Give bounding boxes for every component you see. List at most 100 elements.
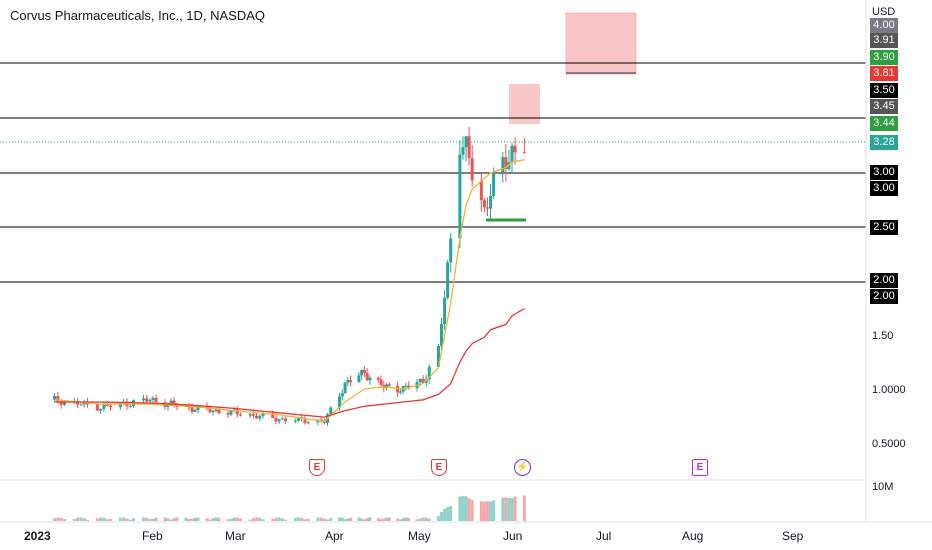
candle-body[interactable] xyxy=(102,404,106,409)
candle-body[interactable] xyxy=(340,393,344,397)
volume-bar xyxy=(95,518,99,521)
candle-body[interactable] xyxy=(421,378,425,383)
candle-body[interactable] xyxy=(62,401,66,405)
candle-body[interactable] xyxy=(255,415,259,419)
candle-body[interactable] xyxy=(398,391,402,393)
candle-body[interactable] xyxy=(482,200,486,208)
candle-body[interactable] xyxy=(271,413,275,419)
candle-body[interactable] xyxy=(261,413,265,416)
candle-body[interactable] xyxy=(365,373,369,381)
price-label-badge: 3.91 xyxy=(870,33,898,48)
earnings-icon[interactable]: E xyxy=(431,459,447,476)
candle-body[interactable] xyxy=(248,414,252,416)
candle-body[interactable] xyxy=(436,345,440,367)
candle-body[interactable] xyxy=(280,418,284,420)
candle-body[interactable] xyxy=(258,415,262,419)
candle-body[interactable] xyxy=(492,172,496,196)
resistance-zone-upper[interactable] xyxy=(565,12,637,75)
candle-body[interactable] xyxy=(387,384,391,386)
candle-body[interactable] xyxy=(251,414,255,416)
candle-body[interactable] xyxy=(293,420,297,422)
candle-body[interactable] xyxy=(343,382,347,394)
candle-body[interactable] xyxy=(501,157,505,173)
candle-body[interactable] xyxy=(306,422,310,424)
candle-body[interactable] xyxy=(357,375,361,383)
candle-body[interactable] xyxy=(458,154,462,239)
candle-body[interactable] xyxy=(368,377,372,381)
candle-body[interactable] xyxy=(284,418,288,422)
candle-body[interactable] xyxy=(362,369,366,374)
candle-body[interactable] xyxy=(449,238,453,263)
candle-body[interactable] xyxy=(385,384,389,389)
candle-body[interactable] xyxy=(56,396,60,402)
candle-body[interactable] xyxy=(522,152,526,154)
candle-body[interactable] xyxy=(461,147,465,155)
candle-body[interactable] xyxy=(464,136,468,148)
candle-body[interactable] xyxy=(226,413,230,415)
volume-bar xyxy=(72,518,76,521)
candle-body[interactable] xyxy=(214,409,218,411)
candle-body[interactable] xyxy=(443,297,447,325)
candle-body[interactable] xyxy=(95,404,99,411)
candle-body[interactable] xyxy=(360,369,364,376)
candle-body[interactable] xyxy=(513,145,517,153)
candle-body[interactable] xyxy=(128,406,132,408)
candle-body[interactable] xyxy=(53,396,57,400)
candle-body[interactable] xyxy=(479,180,483,201)
candle-body[interactable] xyxy=(470,158,474,181)
candle-body[interactable] xyxy=(76,401,80,405)
candle-body[interactable] xyxy=(446,262,450,298)
candle-body[interactable] xyxy=(504,157,508,170)
candle-body[interactable] xyxy=(440,324,444,346)
candle-body[interactable] xyxy=(59,401,63,405)
candle-body[interactable] xyxy=(99,408,103,411)
ma-fast-line[interactable] xyxy=(54,159,525,423)
candle-body[interactable] xyxy=(196,405,200,411)
candle-body[interactable] xyxy=(229,410,233,415)
candle-body[interactable] xyxy=(105,404,109,406)
candle-body[interactable] xyxy=(211,410,215,413)
candle-body[interactable] xyxy=(208,408,212,413)
candle-body[interactable] xyxy=(379,379,383,385)
candle-body[interactable] xyxy=(297,417,301,421)
candle-body[interactable] xyxy=(217,409,221,414)
candle-body[interactable] xyxy=(467,136,471,159)
upcoming-earnings-icon[interactable]: E xyxy=(692,459,708,476)
candle-body[interactable] xyxy=(277,419,281,422)
resistance-zone-lower[interactable] xyxy=(509,84,540,124)
candle-body[interactable] xyxy=(329,407,333,415)
candle-body[interactable] xyxy=(145,398,149,402)
earnings-icon[interactable]: E xyxy=(309,459,325,476)
candle-body[interactable] xyxy=(238,414,242,416)
news-lightning-icon[interactable]: ⚡ xyxy=(514,459,531,476)
candle-body[interactable] xyxy=(172,400,176,405)
candle-body[interactable] xyxy=(418,378,422,383)
candle-body[interactable] xyxy=(404,385,408,387)
candle-body[interactable] xyxy=(346,380,350,383)
candle-body[interactable] xyxy=(193,410,197,412)
candle-body[interactable] xyxy=(109,405,113,408)
candle-body[interactable] xyxy=(489,195,493,209)
candle-body[interactable] xyxy=(141,398,145,401)
candle-body[interactable] xyxy=(510,145,514,163)
candle-body[interactable] xyxy=(274,418,278,422)
candle-body[interactable] xyxy=(169,400,173,404)
candle-body[interactable] xyxy=(376,377,380,380)
candle-body[interactable] xyxy=(485,207,489,209)
candle-body[interactable] xyxy=(151,397,155,400)
candle-body[interactable] xyxy=(148,399,152,402)
candle-body[interactable] xyxy=(118,402,122,408)
candle-body[interactable] xyxy=(303,418,307,424)
candle-body[interactable] xyxy=(427,366,431,380)
candle-body[interactable] xyxy=(338,396,342,408)
ma-slow-line[interactable] xyxy=(54,307,525,418)
candle-body[interactable] xyxy=(322,421,326,423)
candle-body[interactable] xyxy=(79,404,83,406)
candle-body[interactable] xyxy=(154,397,158,403)
candle-body[interactable] xyxy=(235,409,239,415)
candle-body[interactable] xyxy=(349,380,353,383)
candle-body[interactable] xyxy=(190,407,194,412)
candle-body[interactable] xyxy=(396,385,400,393)
